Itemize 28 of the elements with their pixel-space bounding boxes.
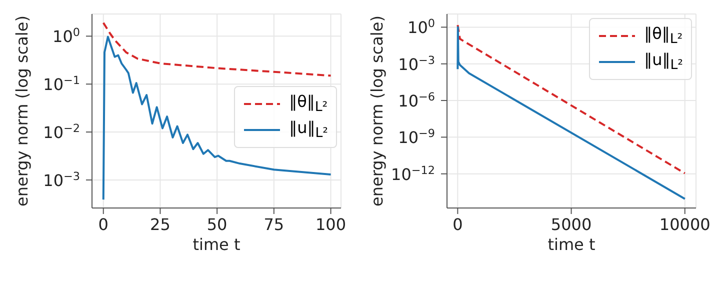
line-series (102, 22, 332, 77)
legend-label: ‖θ‖$_{L²}$ (644, 24, 683, 48)
y-axis-title: energy norm (log scale) (12, 16, 32, 206)
x-tick-label: 0 (452, 215, 463, 234)
y-axis-title: energy norm (log scale) (368, 16, 387, 206)
y-tick-label: 10$^{−12}$ (391, 163, 435, 184)
line-series (456, 26, 686, 200)
y-tick-label: 10$^{−9}$ (398, 126, 435, 148)
legend-label: ‖θ‖$_{L²}$ (289, 92, 328, 116)
x-tick-label: 10000 (659, 215, 710, 234)
y-tick-label: 10$^{−3}$ (43, 169, 80, 190)
y-tick-label: 10$^{0}$ (52, 26, 80, 46)
legend-label: ‖u‖$_{L²}$ (289, 118, 328, 142)
y-tick-label: 10$^{0}$ (408, 16, 435, 38)
legend-label: ‖u‖$_{L²}$ (644, 50, 683, 74)
x-tick-label: 25 (150, 215, 170, 234)
x-axis-title: time t (192, 235, 240, 254)
x-axis-title: time t (548, 235, 596, 254)
x-tick-label: 75 (264, 215, 284, 234)
y-tick-label: 10$^{−6}$ (398, 90, 435, 111)
x-tick-label: 5000 (550, 215, 592, 234)
x-tick-label: 50 (206, 215, 228, 234)
x-tick-label: 0 (98, 215, 108, 234)
y-tick-label: 10$^{−3}$ (398, 53, 435, 74)
y-tick-label: 10$^{−1}$ (43, 74, 80, 94)
line-series (102, 36, 332, 201)
x-tick-label: 100 (315, 215, 346, 234)
y-tick-label: 10$^{−2}$ (43, 122, 80, 142)
